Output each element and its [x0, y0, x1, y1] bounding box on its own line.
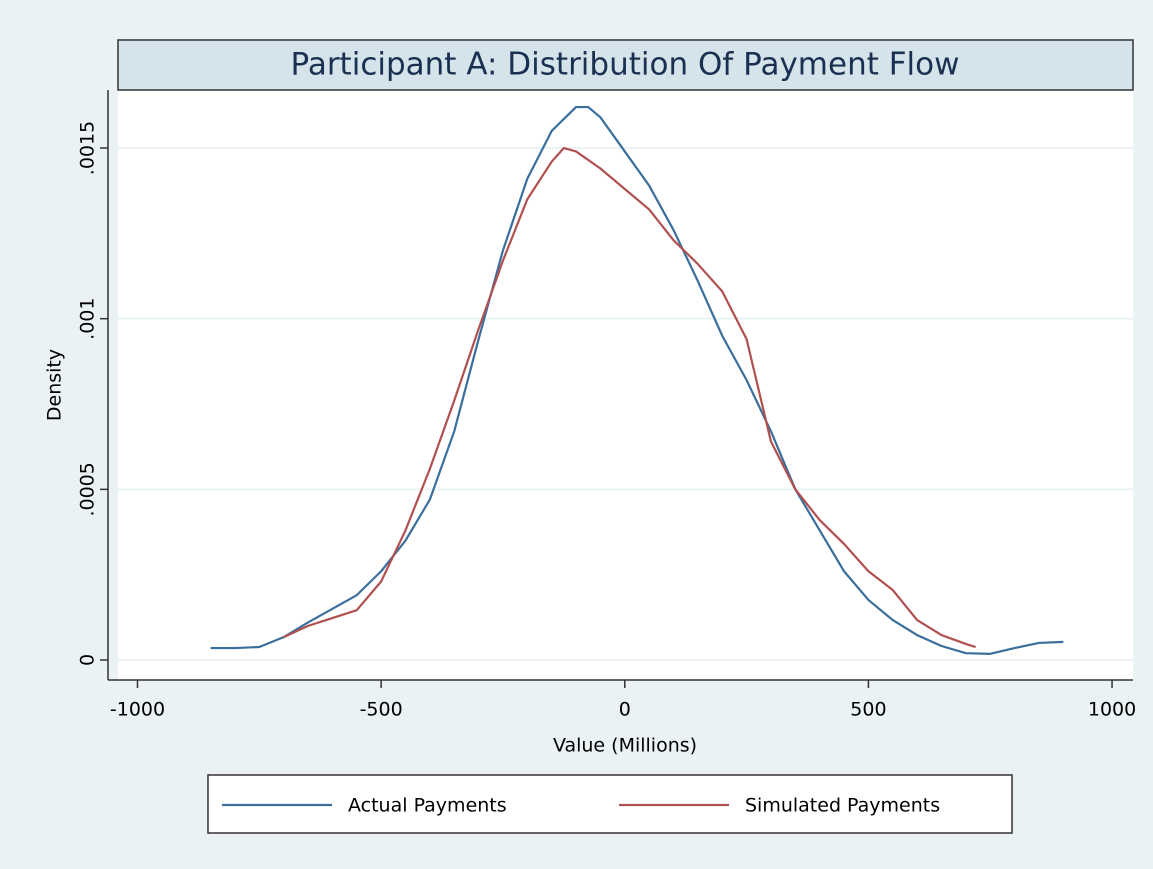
chart-title: Participant A: Distribution Of Payment F… [291, 47, 960, 83]
y-tick-label: .001 [77, 298, 99, 340]
legend-box [207, 774, 1013, 834]
plot-area [118, 90, 1133, 680]
x-tick-label: 0 [619, 699, 631, 721]
y-axis-title: Density [44, 349, 66, 421]
x-tick-label: -1000 [110, 699, 165, 721]
x-tick-label: -500 [360, 699, 403, 721]
series-line [283, 146, 976, 649]
y-tick-label: .0015 [77, 121, 99, 175]
series-line [210, 105, 1064, 655]
x-axis-title: Value (Millions) [553, 735, 697, 757]
legend-label: Actual Payments [348, 795, 507, 817]
legend-label: Simulated Payments [745, 795, 940, 817]
y-tick-label: .0005 [77, 462, 99, 516]
x-tick-label: 500 [850, 699, 886, 721]
x-tick-label: 1000 [1088, 699, 1136, 721]
title-box [117, 39, 1134, 91]
y-tick-label: 0 [77, 654, 99, 666]
